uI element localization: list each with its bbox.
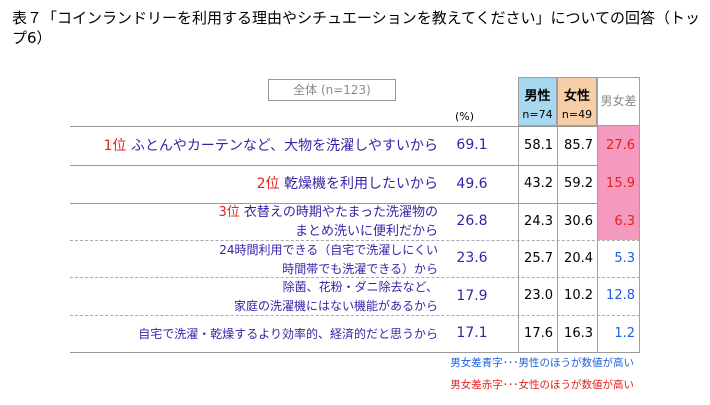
female-column-header: 女性 n=49 <box>557 77 597 126</box>
rank-label: 1位 <box>103 137 131 154</box>
row-label: 2位 乾燥機を利用したいから <box>70 176 438 192</box>
female-sample-size: n=49 <box>561 108 593 121</box>
row-label-text-line2: まとめ洗いに便利だから <box>294 224 438 239</box>
page-title: 表７「コインランドリーを利用する理由やシチュエーションを教えてください」について… <box>12 9 701 47</box>
row-label: 除菌、花粉・ダニ除去など、家庭の洗濯機にはない機能があるから <box>70 279 438 314</box>
male-value: 43.2 <box>518 165 557 203</box>
total-value: 69.1 <box>456 137 488 153</box>
female-header-label: 女性 <box>563 89 590 104</box>
male-value: 24.3 <box>518 203 557 240</box>
female-value: 30.6 <box>557 203 597 240</box>
male-value: 23.0 <box>518 277 557 315</box>
male-value: 25.7 <box>518 240 557 277</box>
male-column-header: 男性 n=74 <box>518 77 557 126</box>
total-value: 17.9 <box>456 288 488 304</box>
female-value: 10.2 <box>557 277 597 315</box>
male-sample-size: n=74 <box>522 108 553 121</box>
diff-value: 27.6 <box>597 126 640 165</box>
row-label: 3位 衣替えの時期やたまった洗濯物のまとめ洗いに便利だから <box>70 205 439 240</box>
percent-unit: (%) <box>455 110 475 123</box>
row-separator <box>70 203 640 204</box>
diff-value: 15.9 <box>597 165 640 203</box>
note-blue: 男女差青字･･･男性のほうが数値が高い <box>450 357 634 369</box>
row-separator <box>70 315 640 316</box>
row-label-text: 自宅で洗濯・乾燥するより効率的、経済的だと思うから <box>138 326 438 341</box>
row-label-text-line2: 家庭の洗濯機にはない機能があるから <box>233 299 438 313</box>
row-separator <box>70 352 640 353</box>
row-label-text-line2: 時間帯でも洗濯できる）から <box>282 262 438 276</box>
total-value: 17.1 <box>456 325 488 341</box>
total-value: 23.6 <box>456 250 488 266</box>
row-label: 1位 ふとんやカーテンなど、大物を洗濯しやすいから <box>70 138 438 154</box>
row-separator <box>70 165 640 166</box>
row-label-text: 24時間利用できる（自宅で洗濯しにくい <box>219 243 438 257</box>
table-border-top <box>70 126 640 127</box>
female-value: 59.2 <box>557 165 597 203</box>
diff-value: 6.3 <box>597 203 640 240</box>
row-label: 24時間利用できる（自宅で洗濯しにくい時間帯でも洗濯できる）から <box>70 242 438 277</box>
male-header-label: 男性 <box>524 89 551 104</box>
female-value: 85.7 <box>557 126 597 165</box>
diff-value: 12.8 <box>597 277 640 315</box>
diff-value: 5.3 <box>597 240 640 277</box>
total-value: 49.6 <box>456 176 488 192</box>
row-label: 自宅で洗濯・乾燥するより効率的、経済的だと思うから <box>70 326 438 342</box>
female-value: 20.4 <box>557 240 597 277</box>
row-separator <box>70 240 640 241</box>
male-value: 17.6 <box>518 315 557 352</box>
diff-column-header: 男女差 <box>597 77 640 126</box>
rank-label: 3位 <box>218 205 244 220</box>
row-label-text: 衣替えの時期やたまった洗濯物の <box>243 205 438 220</box>
rank-label: 2位 <box>256 176 284 192</box>
diff-value: 1.2 <box>597 315 640 352</box>
row-label-text: 乾燥機を利用したいから <box>284 176 438 192</box>
note-red: 男女差赤字･･･女性のほうが数値が高い <box>450 379 634 391</box>
row-separator <box>70 277 640 278</box>
total-value: 26.8 <box>456 213 488 229</box>
row-label-text: ふとんやカーテンなど、大物を洗濯しやすいから <box>130 137 438 154</box>
female-value: 16.3 <box>557 315 597 352</box>
male-value: 58.1 <box>518 126 557 165</box>
row-label-text: 除菌、花粉・ダニ除去など、 <box>282 280 438 294</box>
total-column-header: 全体 (n=123) <box>268 79 396 101</box>
